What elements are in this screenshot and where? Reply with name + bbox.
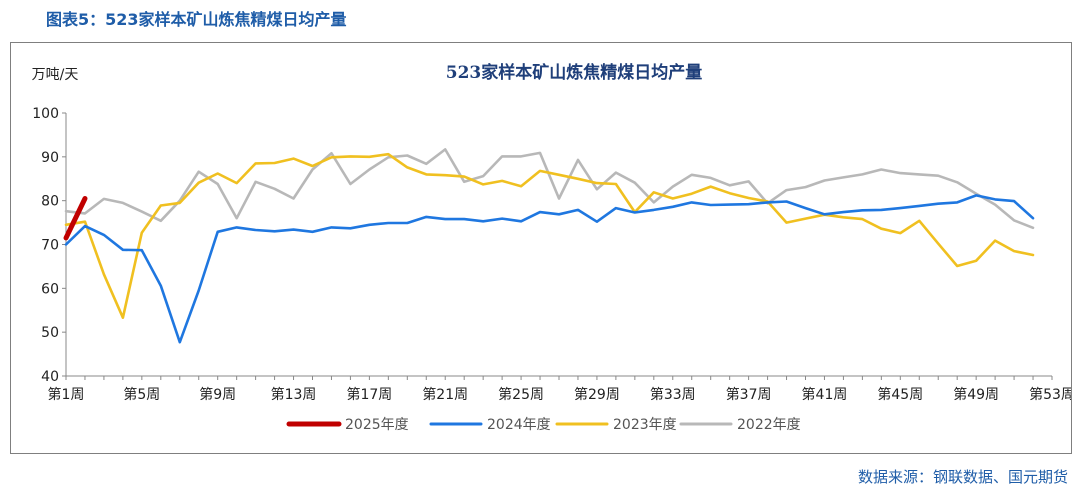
x-tick-label: 第21周 bbox=[422, 386, 468, 403]
x-tick-label: 第29周 bbox=[574, 386, 620, 403]
chart-title: 523家样本矿山炼焦精煤日均产量 bbox=[446, 62, 703, 83]
x-tick-label: 第9周 bbox=[199, 386, 236, 403]
y-tick-label: 40 bbox=[41, 369, 59, 385]
chart: 523家样本矿山炼焦精煤日均产量 万吨/天 40 50 60 70 80 90 100 第1周 第5… bbox=[32, 62, 1071, 433]
y-tick-label: 80 bbox=[41, 194, 59, 210]
x-tick-label: 第17周 bbox=[346, 386, 392, 403]
source-note: 数据来源：钢联数据、国元期货 bbox=[857, 468, 1068, 486]
series-line-2025年度 bbox=[63, 196, 88, 241]
x-tick-label: 第5周 bbox=[123, 386, 160, 403]
series-line-2024年度 bbox=[64, 194, 1035, 344]
series-line-2023年度 bbox=[64, 152, 1035, 320]
chart-frame: 523家样本矿山炼焦精煤日均产量 万吨/天 40 50 60 70 80 90 100 第1周 第5… bbox=[10, 42, 1072, 454]
x-tick-label: 第37周 bbox=[726, 386, 772, 403]
y-tick-label: 50 bbox=[41, 325, 59, 341]
x-tick-label: 第49周 bbox=[953, 386, 999, 403]
x-tick-label: 第33周 bbox=[650, 386, 696, 403]
figure-caption: 图表5：523家样本矿山炼焦精煤日均产量 bbox=[46, 10, 347, 29]
x-tick-label: 第25周 bbox=[498, 386, 544, 403]
series-line-2022年度 bbox=[64, 148, 1035, 230]
legend-label: 2024年度 bbox=[487, 417, 551, 433]
y-axis-label: 万吨/天 bbox=[32, 67, 79, 83]
x-tick-label: 第53周 bbox=[1029, 386, 1071, 403]
x-tick-label: 第13周 bbox=[271, 386, 317, 403]
y-tick-label: 60 bbox=[41, 281, 59, 297]
y-tick-label: 90 bbox=[41, 150, 59, 166]
y-tick-label: 100 bbox=[32, 106, 59, 122]
x-tick-label: 第1周 bbox=[48, 386, 85, 403]
legend-label: 2023年度 bbox=[613, 417, 677, 433]
legend-label: 2022年度 bbox=[737, 417, 801, 433]
x-tick-label: 第45周 bbox=[877, 386, 923, 403]
x-tick-label: 第41周 bbox=[802, 386, 848, 403]
y-tick-label: 70 bbox=[41, 238, 59, 254]
legend-label: 2025年度 bbox=[345, 417, 409, 433]
